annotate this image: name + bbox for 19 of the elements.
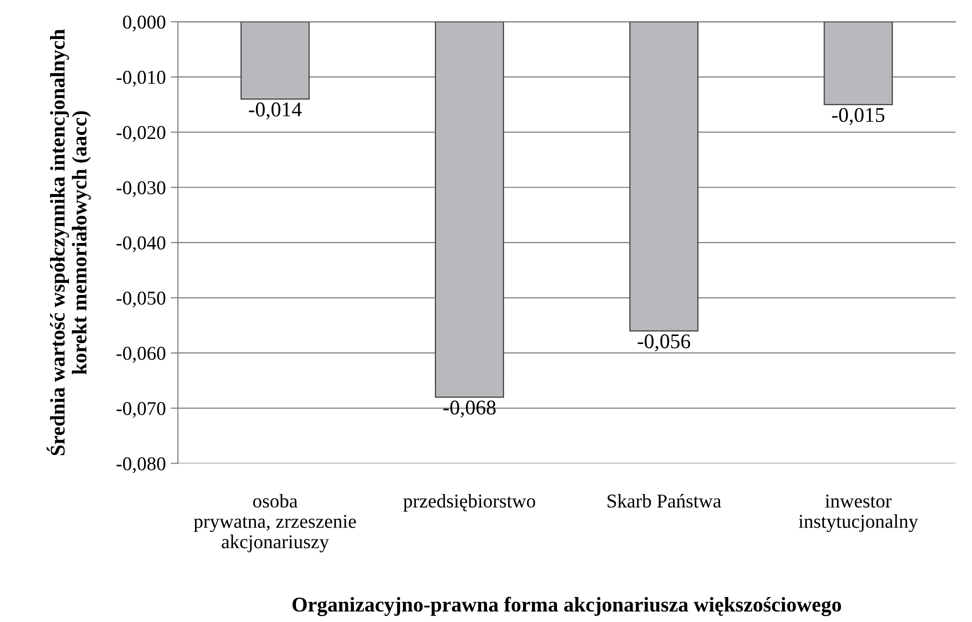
data-label: -0,014 bbox=[248, 102, 302, 120]
y-tick-label: 0,000 bbox=[123, 16, 166, 32]
y-tick-label: -0,020 bbox=[116, 126, 166, 142]
x-tick-label: przedsiębiorstwo bbox=[403, 494, 536, 512]
x-tick-label: osoba prywatna, zrzeszenie akcjonariuszy bbox=[194, 494, 356, 552]
y-axis-title: Średnia wartość współczynnika intencjonalnych korekt memoriałowych (aacc) bbox=[46, 29, 91, 456]
y-tick-label: -0,010 bbox=[116, 70, 166, 87]
y-tick-label: -0,070 bbox=[116, 402, 166, 418]
x-tick-label: Skarb Państwa bbox=[608, 494, 722, 508]
x-tick-label: inwestor instytucjonalny bbox=[798, 494, 918, 532]
y-tick-label: -0,050 bbox=[116, 292, 166, 308]
data-label: -0,015 bbox=[832, 108, 884, 126]
data-label: -0,056 bbox=[638, 334, 690, 352]
y-tick-label: -0,040 bbox=[116, 236, 166, 252]
data-label: -0,068 bbox=[443, 400, 496, 418]
y-tick-label: -0,080 bbox=[116, 457, 166, 474]
y-tick-label: -0,030 bbox=[116, 181, 166, 198]
x-axis-title: Organizacyjno-prawna forma akcjonariusza większościowego bbox=[292, 596, 842, 616]
y-tick-label: -0,060 bbox=[116, 346, 166, 363]
